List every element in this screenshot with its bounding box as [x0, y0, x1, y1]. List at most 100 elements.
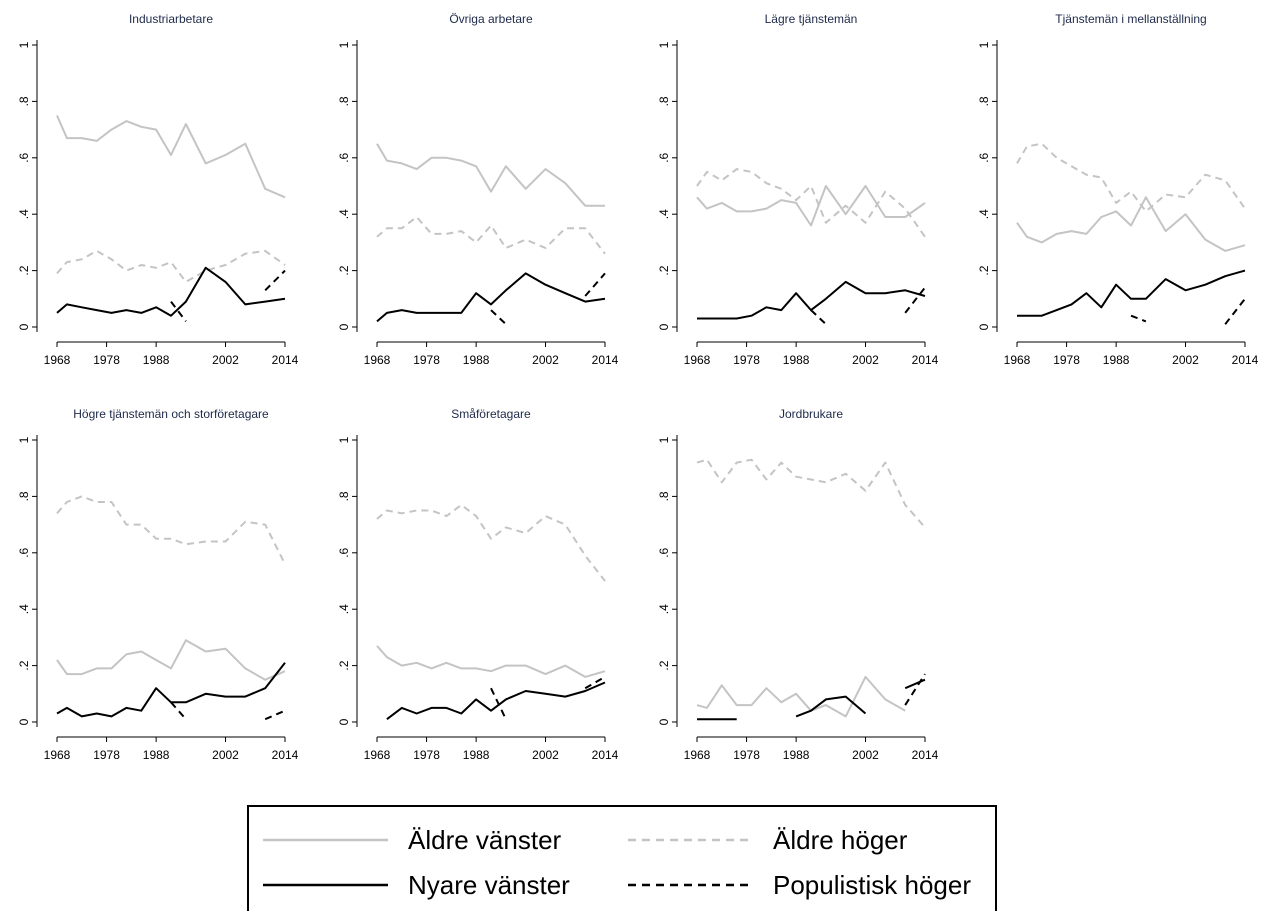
y-tick-label: 1 [337, 41, 351, 48]
series-line-populistisk-hoger [170, 701, 286, 721]
panel-title: Lägre tjänstemän [765, 12, 858, 26]
x-tick-label: 1968 [684, 353, 711, 367]
series-line-nyare-vanster [56, 662, 286, 718]
series-line-aldre-hoger [696, 168, 926, 238]
legend-label-nyare-vanster: Nyare vänster [408, 870, 570, 900]
y-tick-label: .6 [657, 547, 671, 557]
y-tick-label: .8 [17, 491, 31, 501]
y-tick-label: .8 [657, 96, 671, 106]
x-tick-label: 1988 [1103, 353, 1130, 367]
panel-ovriga-arbetare: Övriga arbetare 0 .2 .4 .6 .8 1 1968 1978 1988 200… [337, 12, 619, 367]
y-tick-label: .2 [17, 660, 31, 670]
series-line-nyare-vanster [376, 272, 606, 323]
y-tick-label: 0 [337, 323, 351, 330]
series-line-populistisk-hoger [810, 286, 926, 325]
x-tick-label: 2002 [532, 353, 559, 367]
x-tick-label: 1988 [143, 748, 170, 762]
panel-industriarbetare: Industriarbetare 0 .2 .4 .6 .8 1 1968 1978 1988 20… [17, 12, 299, 367]
series-line-aldre-hoger [376, 216, 606, 255]
y-tick-label: .8 [17, 96, 31, 106]
legend-label-populistisk-hoger: Populistisk höger [773, 870, 971, 900]
x-tick-label: 1968 [44, 748, 71, 762]
legend-label-aldre-vanster: Äldre vänster [408, 825, 562, 855]
y-tick-label: .2 [337, 660, 351, 670]
series-line-aldre-hoger [56, 495, 286, 565]
y-tick-label: .6 [337, 547, 351, 557]
panel-title: Tjänstemän i mellanställning [1055, 12, 1206, 26]
y-tick-label: 0 [17, 323, 31, 330]
x-tick-label: 2014 [272, 748, 299, 762]
y-tick-label: .8 [657, 491, 671, 501]
y-tick-label: .4 [337, 209, 351, 219]
series-line-nyare-vanster [386, 681, 606, 720]
series-line-nyare-vanster [1017, 269, 1246, 317]
series-line-populistisk-hoger [490, 676, 606, 720]
series-line-aldre-vanster [696, 185, 926, 227]
x-tick-label: 1988 [463, 748, 490, 762]
series-line-aldre-vanster [376, 143, 605, 207]
panel-lagre-tjansteman: Lägre tjänstemän 0 .2 .4 .6 .8 1 1968 1978 1988 20… [657, 12, 939, 367]
x-tick-label: 1968 [364, 748, 391, 762]
y-tick-label: .4 [657, 604, 671, 614]
series-line-nyare-vanster [56, 266, 286, 317]
x-tick-label: 1978 [413, 353, 440, 367]
x-tick-label: 2002 [212, 748, 239, 762]
series-line-populistisk-hoger [904, 673, 926, 706]
panel-hogre-tjansteman-och-storforetagare: Högre tjänstemän och storföretagare 0 .2 .4… [17, 407, 299, 762]
x-tick-label: 2014 [912, 748, 939, 762]
y-tick-label: 0 [977, 323, 991, 330]
y-tick-label: .6 [977, 152, 991, 162]
panel-smaforetagare: Småföretagare 0 .2 .4 .6 .8 1 1968 1978 1988 2002 2… [337, 407, 619, 762]
y-tick-label: 0 [337, 718, 351, 725]
x-tick-label: 2002 [1172, 353, 1199, 367]
y-tick-label: .4 [17, 209, 31, 219]
x-tick-label: 1978 [1053, 353, 1080, 367]
x-tick-label: 1978 [413, 748, 440, 762]
y-tick-label: 1 [977, 41, 991, 48]
x-tick-label: 2002 [852, 748, 879, 762]
y-tick-label: .6 [337, 152, 351, 162]
panel-title: Industriarbetare [129, 12, 213, 26]
panel-title: Högre tjänstemän och storföretagare [73, 407, 269, 421]
x-tick-label: 2002 [852, 353, 879, 367]
y-tick-label: .2 [657, 265, 671, 275]
x-tick-label: 1968 [44, 353, 71, 367]
panel-title: Övriga arbetare [449, 12, 533, 26]
y-tick-label: .6 [17, 547, 31, 557]
x-tick-label: 1988 [143, 353, 170, 367]
series-line-aldre-vanster [56, 639, 286, 681]
series-line-aldre-vanster [376, 645, 606, 678]
y-tick-label: .8 [977, 96, 991, 106]
y-tick-label: .4 [337, 604, 351, 614]
series-line-aldre-hoger [56, 249, 286, 283]
x-tick-label: 1978 [93, 748, 120, 762]
y-tick-label: .2 [337, 265, 351, 275]
x-tick-label: 2014 [912, 353, 939, 367]
panel-jordbrukare: Jordbrukare 0 .2 .4 .6 .8 1 1968 1978 1988 2002 201… [657, 407, 939, 762]
x-tick-label: 2002 [212, 353, 239, 367]
x-tick-label: 1978 [733, 353, 760, 367]
y-tick-label: .4 [657, 209, 671, 219]
y-tick-label: .8 [337, 491, 351, 501]
y-tick-label: .4 [17, 604, 31, 614]
x-tick-label: 1968 [684, 748, 711, 762]
x-tick-label: 1968 [1004, 353, 1031, 367]
x-tick-label: 2014 [592, 353, 619, 367]
y-tick-label: 0 [17, 718, 31, 725]
y-tick-label: .6 [657, 152, 671, 162]
y-tick-label: .4 [977, 209, 991, 219]
panel-title: Småföretagare [451, 407, 531, 421]
x-tick-label: 1968 [364, 353, 391, 367]
x-tick-label: 1988 [463, 353, 490, 367]
y-tick-label: 1 [17, 41, 31, 48]
series-line-populistisk-hoger [490, 272, 606, 325]
y-tick-label: 0 [657, 718, 671, 725]
x-tick-label: 1988 [783, 353, 810, 367]
series-line-populistisk-hoger [170, 269, 286, 323]
y-tick-label: 1 [337, 436, 351, 443]
y-tick-label: .6 [17, 152, 31, 162]
series-line-aldre-vanster [696, 675, 906, 718]
y-tick-label: 1 [17, 436, 31, 443]
series-line-nyare-vanster [697, 678, 926, 721]
